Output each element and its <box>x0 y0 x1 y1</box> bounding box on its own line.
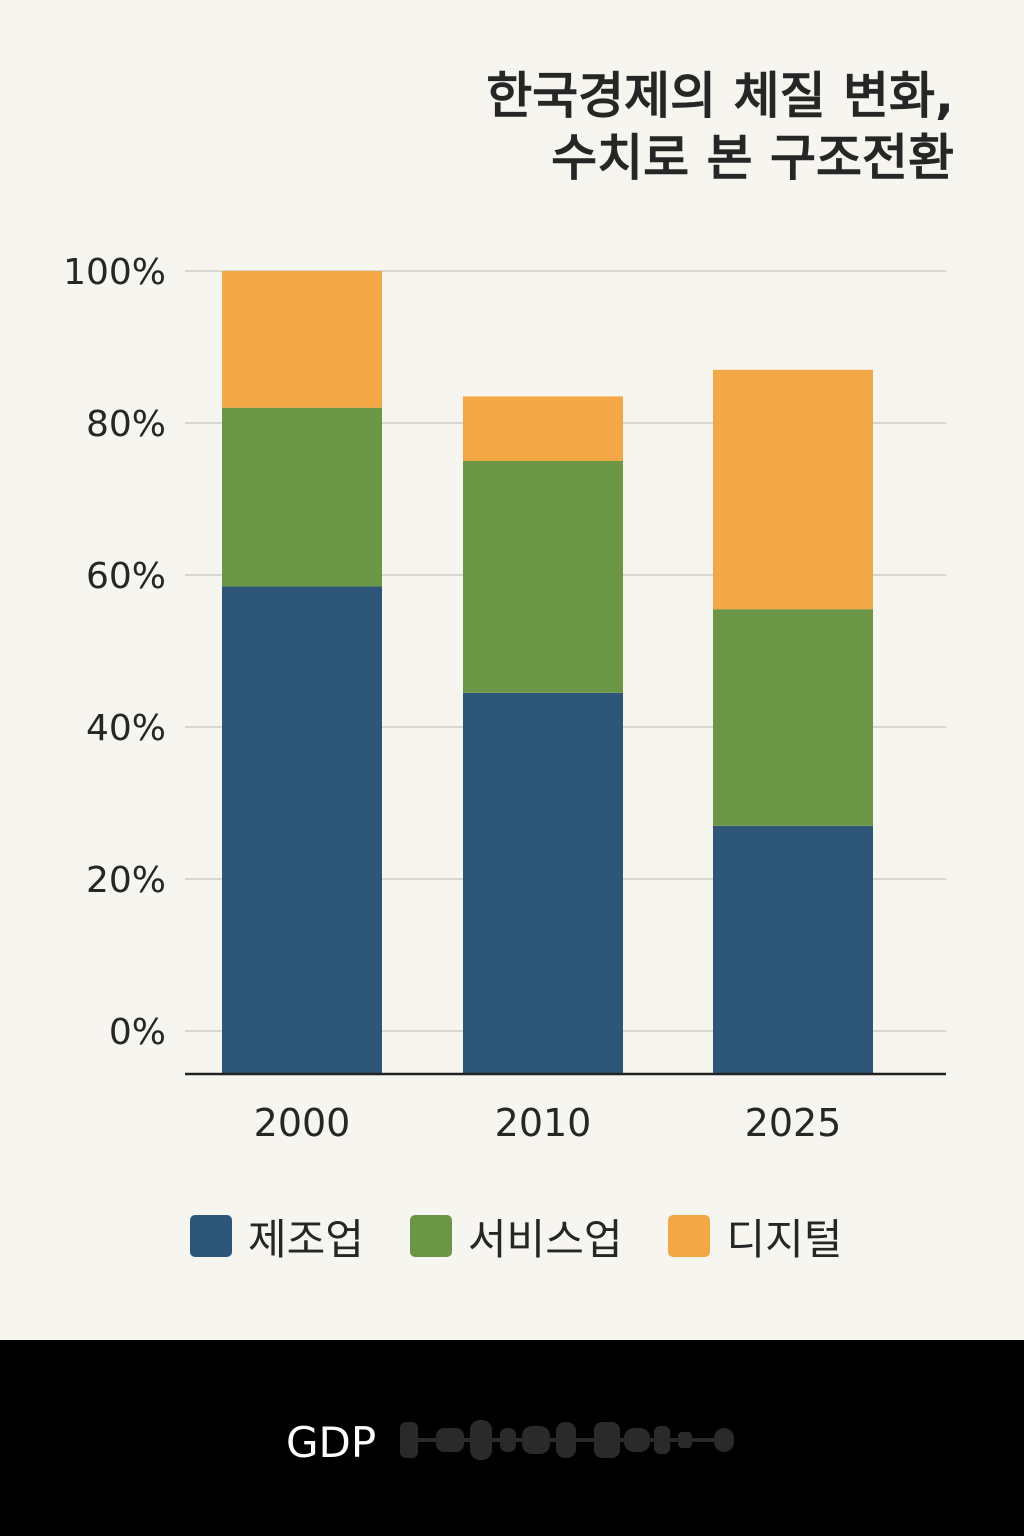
legend-item-services: 서비스업 <box>409 1206 623 1267</box>
x-tick-label: 2010 <box>495 1101 592 1145</box>
legend-swatch-services <box>409 1215 452 1257</box>
chart-area: 100% 80% 60% 40% 20% 0% 2000 2010 2025 한국경제의 체질 … <box>0 0 1024 1340</box>
x-tick-label: 2000 <box>254 1101 351 1145</box>
bar-segment-digital-2000 <box>222 271 382 408</box>
bar-segment-manufacturing-2025 <box>713 825 873 1074</box>
stacked-bar-chart: 100% 80% 60% 40% 20% 0% 2000 2010 2025 <box>63 252 946 1145</box>
chart-title-line-1: 한국경제의 체질 변화, <box>486 67 954 125</box>
legend-label-manufacturing: 제조업 <box>248 1214 364 1264</box>
footer-bar: GDP <box>0 1340 1024 1536</box>
y-tick-label: 40% <box>86 708 166 749</box>
bar-segment-services-2025 <box>713 609 873 826</box>
legend-label-digital: 디지털 <box>726 1214 843 1264</box>
bar-segment-manufacturing-2000 <box>222 586 382 1074</box>
legend-item-digital: 디지털 <box>668 1206 842 1267</box>
bar-segment-manufacturing-2010 <box>463 692 623 1074</box>
legend-swatch-digital <box>668 1215 711 1257</box>
footer-gdp-label: GDP <box>286 1418 377 1467</box>
bar-segment-services-2010 <box>463 461 623 693</box>
y-tick-label: 0% <box>109 1012 166 1053</box>
bar-segment-services-2000 <box>222 407 382 587</box>
legend-label-services: 서비스업 <box>467 1214 623 1264</box>
chart-title: 한국경제의 체질 변화, 수치로 본 구조전환 <box>254 66 954 189</box>
y-tick-label: 80% <box>86 404 166 445</box>
bar-segment-digital-2025 <box>713 369 873 610</box>
y-tick-label: 100% <box>63 252 166 293</box>
legend-swatch-manufacturing <box>190 1215 232 1257</box>
footer-redacted-mark <box>400 1420 734 1460</box>
legend-item-manufacturing: 제조업 <box>190 1206 364 1267</box>
legend: 제조업 서비스업 디지털 <box>190 1206 842 1266</box>
x-tick-label: 2025 <box>745 1101 842 1145</box>
bar-segment-digital-2010 <box>463 396 623 461</box>
y-tick-label: 20% <box>86 860 166 901</box>
y-tick-label: 60% <box>86 556 166 597</box>
chart-title-line-2: 수치로 본 구조전환 <box>551 128 954 187</box>
